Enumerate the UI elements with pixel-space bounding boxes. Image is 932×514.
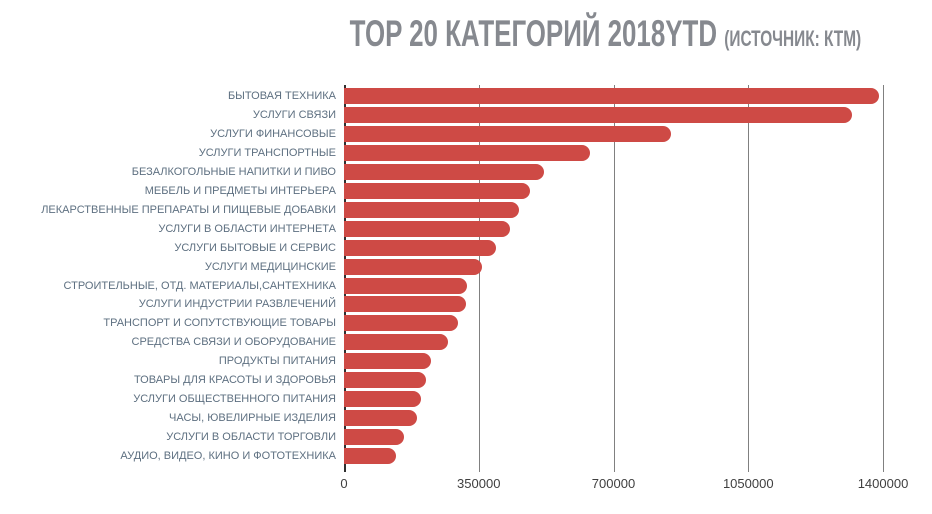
x-tick-label: 350000: [457, 476, 501, 491]
category-label: УСЛУГИ ТРАНСПОРТНЫЕ: [198, 146, 336, 159]
bar: [344, 372, 426, 389]
bar: [344, 201, 520, 218]
category-label: ЧАСЫ, ЮВЕЛИРНЫЕ ИЗДЕЛИЯ: [169, 412, 336, 425]
bar: [344, 277, 468, 294]
bar: [344, 391, 421, 408]
bar: [344, 163, 545, 180]
gridline: [748, 85, 750, 472]
x-tick-label: 1400000: [857, 476, 909, 491]
category-label: УСЛУГИ СВЯЗИ: [252, 108, 336, 121]
category-label: УСЛУГИ ФИНАНСОВЫЕ: [210, 127, 336, 140]
gridline: [613, 85, 615, 472]
bar: [344, 296, 466, 313]
chart-title-main: TOP 20 КАТЕГОРИЙ 2018YTD: [349, 13, 718, 54]
bar: [344, 182, 530, 199]
bar: [344, 315, 458, 332]
x-tick-label: 1050000: [722, 476, 774, 491]
bar: [344, 410, 418, 427]
category-label: БЫТОВАЯ ТЕХНИКА: [227, 90, 336, 102]
category-label: УСЛУГИ МЕДИЦИНСКИЕ: [204, 260, 336, 273]
x-tick-label: 0: [340, 476, 348, 491]
bar: [344, 429, 405, 446]
category-label: СТРОИТЕЛЬНЫЕ, ОТД. МАТЕРИАЛЫ,САНТЕХНИКА: [63, 279, 336, 292]
chart-title-text: TOP 20 КАТЕГОРИЙ 2018YTD (ИСТОЧНИК: КТМ): [349, 13, 862, 55]
category-label: УСЛУГИ ИНДУСТРИИ РАЗВЛЕЧЕНИЙ: [138, 298, 336, 311]
category-label: СРЕДСТВА СВЯЗИ И ОБОРУДОВАНИЕ: [131, 336, 336, 349]
bar: [344, 353, 431, 370]
bar: [344, 258, 482, 275]
bar: [344, 239, 497, 256]
x-tick-label: 700000: [591, 476, 636, 491]
category-label: УСЛУГИ В ОБЛАСТИ ТОРГОВЛИ: [166, 431, 336, 444]
category-label: ЛЕКАРСТВЕННЫЕ ПРЕПАРАТЫ И ПИЩЕВЫЕ ДОБАВК…: [41, 203, 336, 216]
gridline: [883, 85, 884, 472]
bar: [344, 334, 448, 351]
category-label: УСЛУГИ БЫТОВЫЕ И СЕРВИС: [174, 241, 336, 254]
category-label: УСЛУГИ ОБЩЕСТВЕННОГО ПИТАНИЯ: [133, 393, 336, 406]
gridline: [478, 85, 480, 472]
category-label: ТОВАРЫ ДЛЯ КРАСОТЫ И ЗДОРОВЬЯ: [133, 374, 336, 387]
chart-title-source: (ИСТОЧНИК: КТМ): [724, 26, 862, 51]
plot-area: [344, 85, 884, 472]
category-label: УСЛУГИ В ОБЛАСТИ ИНТЕРНЕТА: [158, 222, 336, 235]
bar: [344, 448, 397, 465]
category-label: МЕБЕЛЬ И ПРЕДМЕТЫ ИНТЕРЬЕРА: [144, 184, 336, 197]
category-label: ПРОДУКТЫ ПИТАНИЯ: [218, 355, 336, 368]
bar: [344, 125, 672, 142]
category-label: ТРАНСПОРТ И СОПУТСТВУЮЩИЕ ТОВАРЫ: [103, 317, 336, 330]
category-label: БЕЗАЛКОГОЛЬНЫЕ НАПИТКИ И ПИВО: [131, 165, 336, 178]
category-label: АУДИО, ВИДЕО, КИНО И ФОТОТЕХНИКА: [120, 450, 336, 463]
bar: [344, 106, 853, 123]
bar: [344, 144, 591, 161]
chart-title: TOP 20 КАТЕГОРИЙ 2018YTD (ИСТОЧНИК: КТМ): [240, 13, 932, 55]
bar: [344, 220, 510, 237]
bar: [344, 88, 880, 104]
